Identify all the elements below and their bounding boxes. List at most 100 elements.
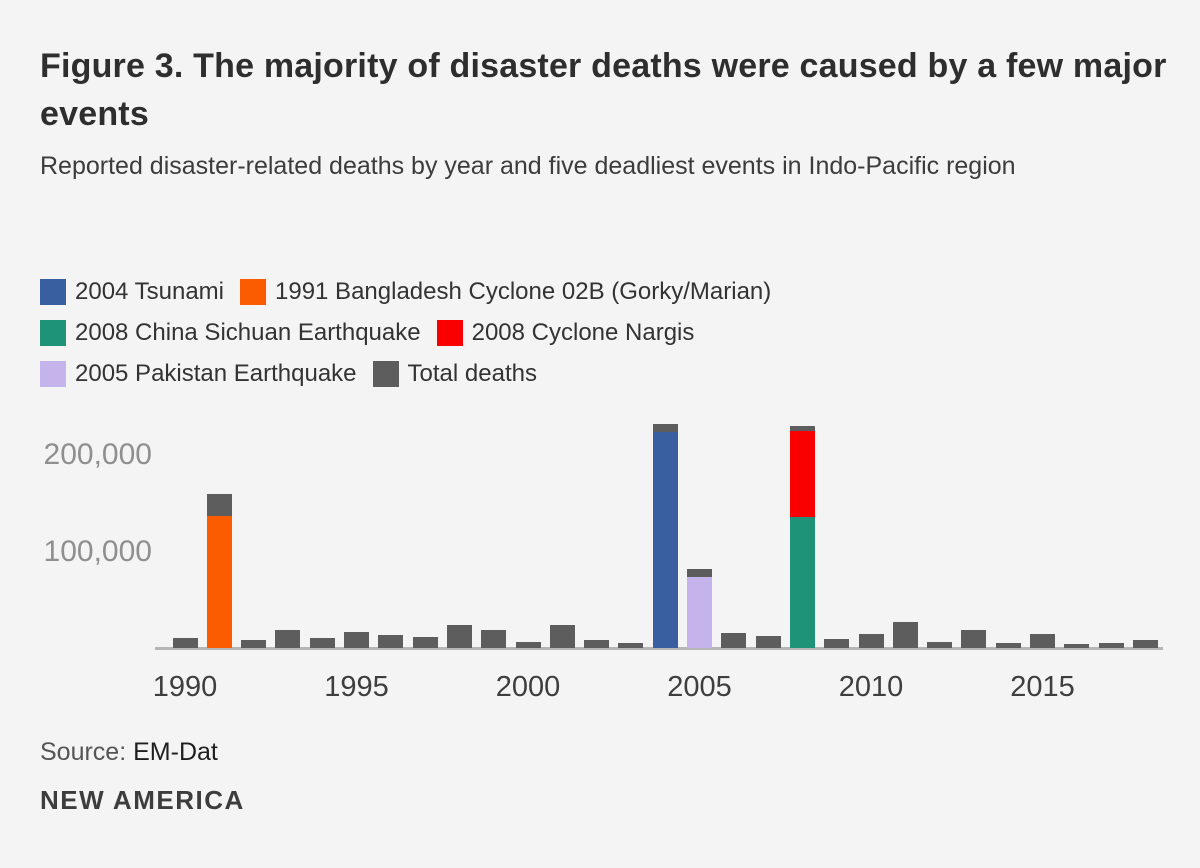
bar-2016 (1064, 644, 1090, 648)
legend-swatch-tsunami (40, 279, 66, 305)
bar-2007 (755, 636, 781, 648)
bar-segment-total (995, 643, 1021, 648)
bar-1995 (344, 631, 369, 648)
bar-segment-total (515, 642, 541, 648)
legend-label: 2008 Cyclone Nargis (471, 319, 695, 346)
bar-2009 (824, 639, 850, 648)
brand-logo: NEW AMERICA (40, 785, 245, 815)
bar-1992 (241, 640, 267, 648)
bar-1993 (275, 629, 301, 648)
bar-segment-total (892, 621, 918, 648)
bar-2017 (1098, 643, 1124, 648)
legend-item-total: Total deaths (372, 360, 537, 388)
bar-segment-total (241, 640, 267, 648)
source-label: Source: (40, 738, 127, 766)
x-axis-tick-label: 2015 (1010, 671, 1075, 703)
bar-segment-cyclone02b (206, 515, 232, 648)
bar-2011 (892, 621, 918, 648)
legend-item-tsunami: 2004 Tsunami (40, 278, 224, 306)
bar-segment-total (344, 631, 369, 648)
bar-segment-total (858, 633, 884, 648)
bar-1990 (172, 638, 198, 648)
bar-segment-total (824, 639, 850, 648)
bar-segment-total (172, 638, 198, 648)
legend-label: 2008 China Sichuan Earthquake (75, 319, 421, 346)
bar-2001 (549, 624, 575, 648)
legend-item-pakistan: 2005 Pakistan Earthquake (40, 360, 357, 388)
y-axis-tick-label: 100,000 (43, 534, 152, 568)
bar-2013 (961, 629, 987, 648)
legend-label: 1991 Bangladesh Cyclone 02B (Gorky/Maria… (275, 278, 772, 305)
bar-segment-total (481, 629, 507, 648)
bar-2002 (584, 640, 610, 648)
x-axis-tick-label: 2005 (667, 671, 732, 703)
bar-segment-total (1064, 644, 1090, 648)
y-axis-tick-label: 200,000 (43, 438, 152, 471)
legend: 2004 Tsunami 1991 Bangladesh Cyclone 02B … (40, 278, 771, 388)
bar-segment-total (549, 624, 575, 648)
x-axis-line (155, 647, 1163, 650)
bar-segment-sichuan (789, 516, 815, 648)
bar-segment-nargis (789, 430, 815, 517)
figure-title: Figure 3. The majority of disaster death… (40, 47, 1167, 134)
bar-2018 (1132, 640, 1158, 648)
bar-segment-total (687, 568, 712, 577)
bar-segment-total (309, 638, 335, 648)
legend-label: Total deaths (407, 360, 537, 387)
bar-segment-total (446, 624, 472, 648)
bar-2006 (721, 632, 747, 648)
bar-segment-total (755, 636, 781, 648)
bar-segment-total (789, 426, 815, 431)
bar-segment-pakistan (687, 576, 712, 648)
bar-2005 (687, 568, 712, 648)
bar-segment-total (1132, 640, 1158, 648)
bar-2015 (1030, 633, 1055, 648)
legend-swatch-total (372, 361, 399, 387)
bar-2012 (927, 642, 953, 648)
x-axis-tick-label: 2000 (495, 671, 561, 703)
bar-segment-total (275, 629, 301, 648)
legend-item-sichuan: 2008 China Sichuan Earthquake (40, 319, 421, 347)
bar-1998 (446, 624, 472, 648)
bar-segment-total (618, 643, 644, 648)
bar-segment-total (378, 635, 404, 648)
bar-2014 (995, 643, 1021, 648)
bar-segment-total (961, 629, 987, 648)
legend-label: 2004 Tsunami (75, 278, 224, 305)
bar-1994 (309, 638, 335, 648)
x-axis-tick-label: 1990 (152, 671, 218, 703)
bar-segment-tsunami (652, 431, 678, 648)
source-value: EM-Dat (133, 738, 218, 766)
plot-area: 100,000 200,000 1990 1995 2000 2005 2010 2015 (0, 420, 1200, 703)
legend-row: 2005 Pakistan Earthquake Total deaths (40, 360, 771, 388)
legend-swatch-pakistan (40, 361, 66, 387)
x-axis-tick-label: 2010 (838, 671, 904, 703)
legend-row: 2008 China Sichuan Earthquake 2008 Cyclon… (40, 319, 771, 347)
x-axis-tick-label: 1995 (324, 671, 389, 703)
figure-subtitle: Reported disaster-related deaths by year… (40, 152, 1016, 180)
bar-2008 (789, 426, 815, 648)
bar-2010 (858, 633, 884, 648)
bar-segment-total (652, 424, 678, 432)
legend-swatch-cyclone02b (240, 279, 266, 305)
bar-1996 (378, 635, 404, 648)
legend-label: 2005 Pakistan Earthquake (75, 360, 357, 387)
bar-2004 (652, 424, 678, 648)
legend-item-cyclone02b: 1991 Bangladesh Cyclone 02B (Gorky/Maria… (240, 278, 771, 306)
bar-2000 (515, 642, 541, 648)
legend-row: 2004 Tsunami 1991 Bangladesh Cyclone 02B … (40, 278, 771, 306)
bar-1997 (412, 637, 438, 648)
legend-swatch-sichuan (40, 320, 66, 346)
legend-item-nargis: 2008 Cyclone Nargis (436, 319, 695, 347)
bar-2003 (618, 643, 644, 648)
bar-segment-total (412, 637, 438, 648)
bar-1999 (481, 629, 507, 648)
bar-segment-total (584, 640, 610, 648)
source-note: Source: EM-Dat (40, 738, 218, 767)
bar-segment-total (927, 642, 953, 648)
bar-1991 (206, 493, 232, 648)
legend-swatch-nargis (436, 320, 463, 346)
bar-segment-total (1030, 633, 1055, 648)
bar-segment-total (206, 493, 232, 516)
